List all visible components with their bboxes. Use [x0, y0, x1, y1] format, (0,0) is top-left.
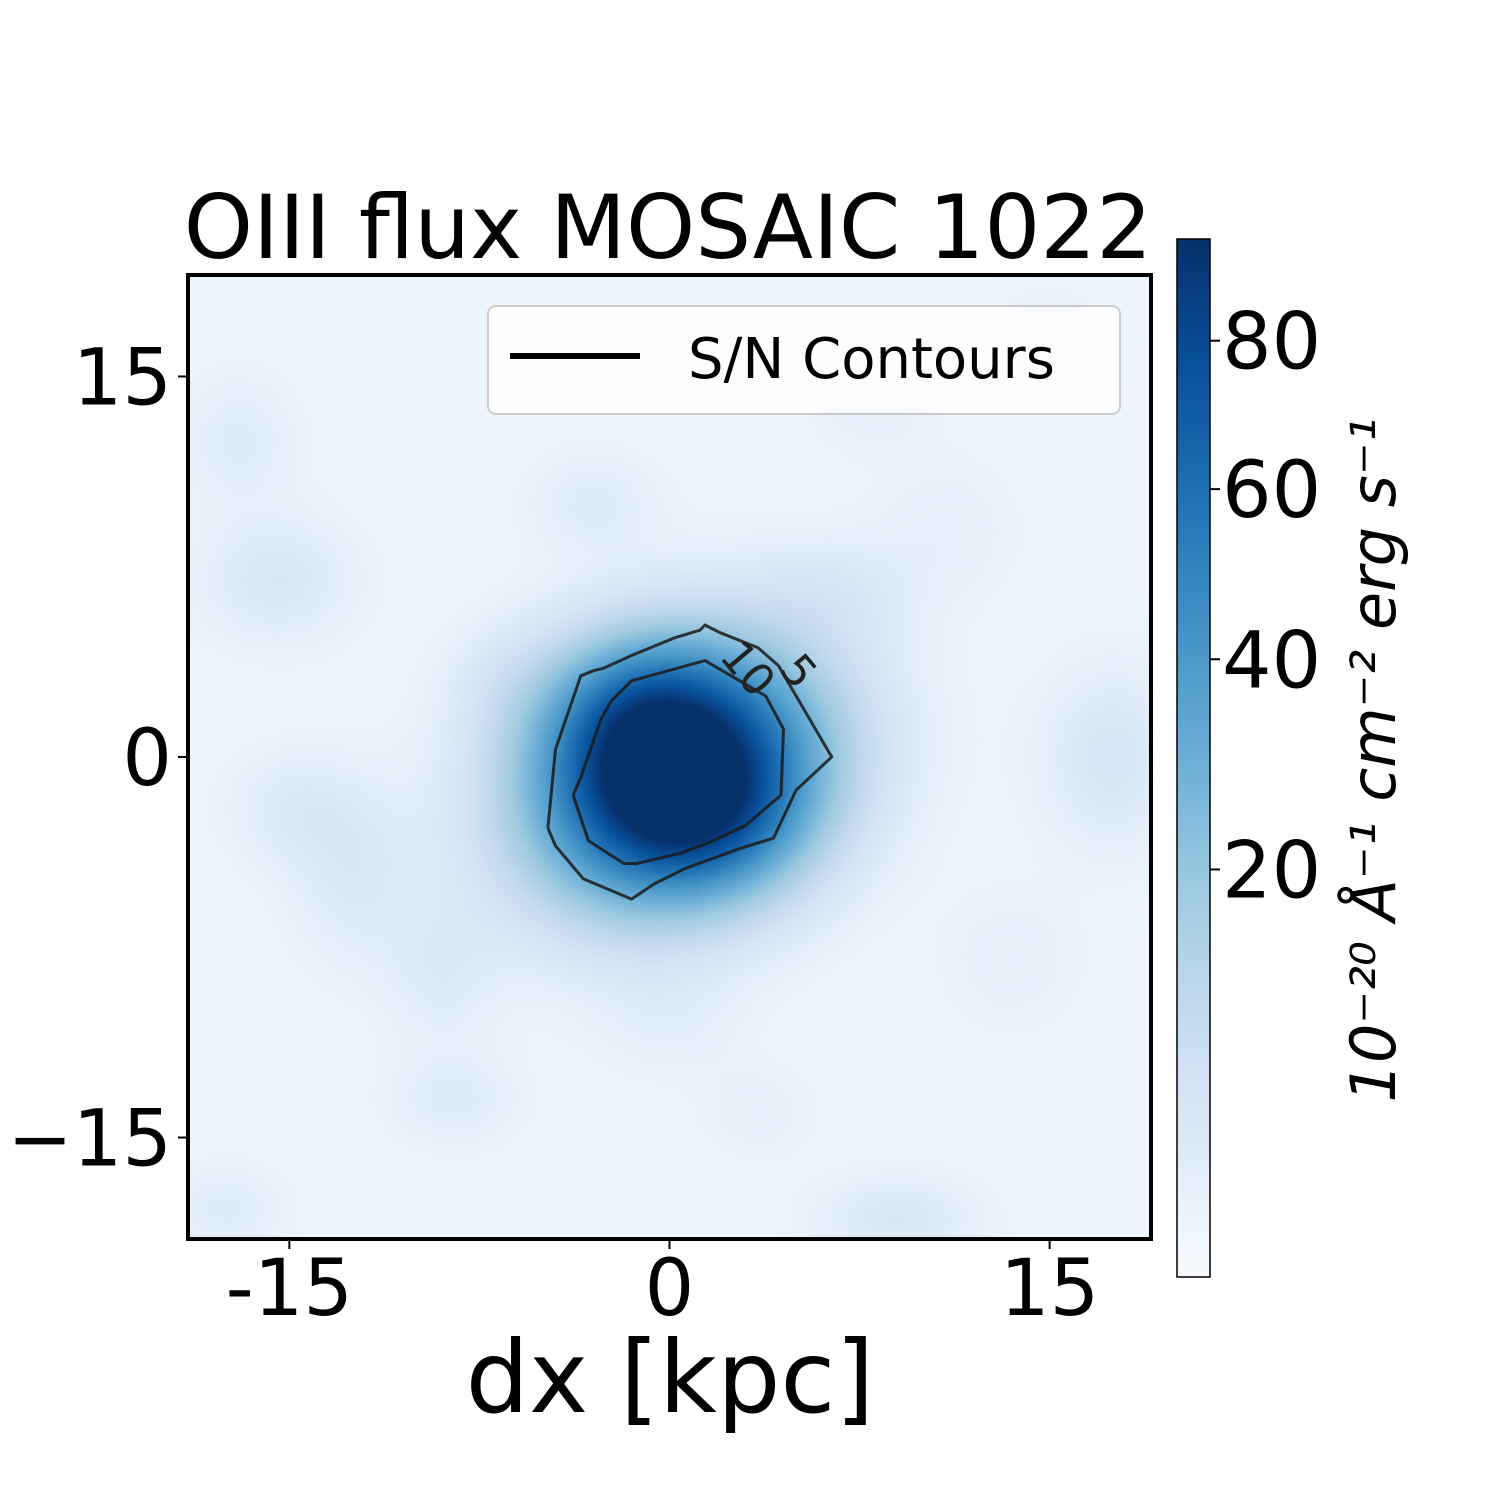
- x-axis: -15 0 15: [226, 1239, 1099, 1334]
- colorbar-tick-label: 20: [1222, 826, 1321, 916]
- colorbar-tick-label: 60: [1222, 446, 1321, 536]
- chart-title: OIII flux MOSAIC 1022: [184, 176, 1153, 279]
- legend: S/N Contours: [487, 305, 1121, 415]
- y-axis: −15 0 15: [7, 333, 188, 1185]
- y-tick-label: 15: [73, 333, 172, 423]
- x-axis-label: dx [kpc]: [466, 1319, 875, 1436]
- colorbar-gradient: [1176, 238, 1211, 1278]
- colorbar-label: 10⁻²⁰ Å⁻¹ cm⁻² erg s⁻¹: [1337, 417, 1410, 1102]
- contour-layer: [546, 623, 834, 901]
- colorbar-tick-label: 80: [1222, 298, 1321, 388]
- colorbar: 20 40 60 80 10⁻²⁰ Å⁻¹ cm⁻² erg s⁻¹: [1176, 238, 1410, 1278]
- y-tick-label: 0: [122, 714, 172, 804]
- x-tick-label: 15: [1000, 1244, 1099, 1334]
- x-tick-label: -15: [226, 1244, 353, 1334]
- contour-line: [546, 623, 834, 901]
- colorbar-ticks: 20 40 60 80: [1210, 298, 1321, 916]
- contour-line: [571, 658, 786, 865]
- y-tick-label: −15: [7, 1095, 172, 1185]
- legend-label: S/N Contours: [688, 327, 1055, 392]
- heatmap-area: [188, 275, 1151, 1239]
- heatmap-canvas: [188, 275, 1151, 1239]
- legend-box: [487, 305, 1121, 415]
- colorbar-tick-label: 40: [1222, 616, 1321, 706]
- x-tick-label: 0: [645, 1244, 695, 1334]
